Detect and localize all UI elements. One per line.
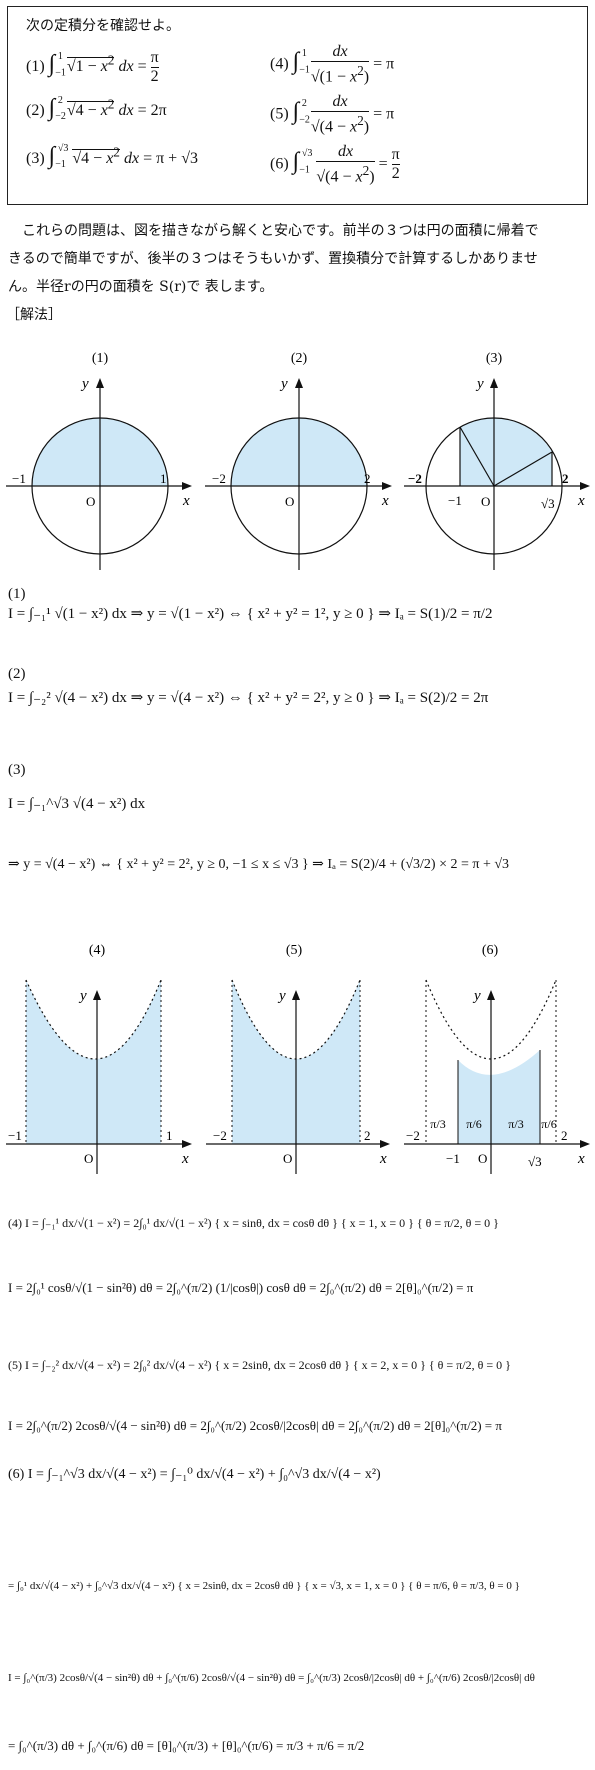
problem-6-number: (6) [270,155,289,173]
solution-1-line: I = ∫₋₁¹ √(1 − x²) dx ⇒ y = √(1 − x²) ⇔ … [8,606,493,622]
solution-2-line: I = ∫₋₂² √(4 − x²) dx ⇒ y = √(4 − x²) ⇔ … [8,690,489,706]
top-figures: (1) y x O −1 1 (2) y x O −2 2 (3) [6,351,590,570]
figure-6-angle-4: π/6 [541,1117,556,1131]
problem-4: (4) ∫−11 dx √(1 − x2) = π [270,43,395,86]
figure-2-label: (2) [291,351,308,366]
problem-5-number: (5) [270,105,289,123]
figure-4-y-label: y [78,988,87,1004]
problem-3-number: (3) [26,150,45,167]
solution-1-label: (1) [8,586,26,602]
solution-3-label: (3) [8,762,26,778]
figure-5-tick-left: −2 [213,1128,227,1143]
figure-5-tick-right: 2 [364,1128,371,1143]
figure-1: (1) y x O −1 1 [6,351,192,570]
figure-3-x-label: x [577,493,585,509]
figure-1-y-label: y [80,376,89,392]
paragraph-line-3: ん。半径rの円の面積を S(r)で 表します。 [8,279,274,295]
figure-6-angle-3: π/3 [508,1117,523,1131]
figure-6-angle-2: π/6 [466,1117,481,1131]
figure-2-origin: O [285,494,294,509]
figure-5: (5) y x O −2 2 [206,943,390,1174]
figure-6-x-label: x [577,1151,585,1167]
solution-4-line-2: I = 2∫₀¹ cosθ/√(1 − sin²θ) dθ = 2∫₀^(π/2… [8,1280,474,1295]
intro-text: 次の定積分を確認せよ。 [26,18,180,34]
solution-5-line-1: (5) I = ∫₋₂² dx/√(4 − x²) = 2∫₀² dx/√(4 … [8,1358,511,1372]
figure-5-origin: O [283,1151,292,1166]
figure-3-y-label: y [475,376,484,392]
figure-4-x-label: x [181,1151,189,1167]
figure-6-label: (6) [482,943,499,958]
figure-5-x-label: x [379,1151,387,1167]
figure-5-y-label: y [277,988,286,1004]
figure-6-tick-2: 2 [561,1128,568,1143]
figure-3-tick-sqrt3: √3 [541,496,555,511]
figure-1-origin: O [86,494,95,509]
figure-1-x-label: x [182,493,190,509]
problem-3: (3) ∫−1√3 √4 − x2 dx = π + √3 [26,142,198,171]
solution-6-line-1: (6) I = ∫₋₁^√3 dx/√(4 − x²) = ∫₋₁⁰ dx/√(… [8,1467,381,1482]
figure-6-y-label: y [472,988,481,1004]
solution-6-line-2: = ∫₀¹ dx/√(4 − x²) + ∫₀^√3 dx/√(4 − x²) … [8,1580,520,1592]
solution-2-label: (2) [8,666,26,682]
problem-2-number: (2) [26,102,45,119]
figure-2-tick-right: 2 [364,471,371,486]
problem-5: (5) ∫−22 dx √(4 − x2) = π [270,93,395,136]
paragraph-line-1: これらの問題は、図を描きながら解くと安心です。前半の３つは円の面積に帰着で [22,223,539,239]
figure-2-tick-left: −2 [212,471,226,486]
solution-6-line-3: I = ∫₀^(π/3) 2cosθ/√(4 − sin²θ) dθ + ∫₀^… [8,1672,535,1684]
method-heading: ［解法］ [6,307,62,323]
figure-3-origin: O [481,494,490,509]
figure-1-tick-right: 1 [160,471,167,486]
solution-4-line-1: (4) I = ∫₋₁¹ dx/√(1 − x²) = 2∫₀¹ dx/√(1 … [8,1216,499,1230]
solution-3-line-2: ⇒ y = √(4 − x²) ⇔ { x² + y² = 2², y ≥ 0,… [8,857,510,872]
figure-3-tick-2: 2 [562,471,569,486]
figure-2-x-label: x [381,493,389,509]
solution-3-line-1: I = ∫₋₁^√3 √(4 − x²) dx [8,796,146,812]
figure-4-tick-left: −1 [8,1128,22,1143]
figure-2: (2) y x O −2 2 [205,351,392,570]
figure-4-label: (4) [89,943,106,958]
figure-6-angle-1: π/3 [430,1117,445,1131]
figure-5-label: (5) [286,943,303,958]
figure-6-tick-minus2: −2 [406,1128,420,1143]
figure-6: (6) y x O −2 2 −1 √3 π/3 π/6 π/3 π/6 [404,943,590,1174]
bottom-figures: (4) y x O −1 1 (5) y x O −2 2 (6) [6,943,590,1174]
paragraph-line-2: きるので簡単ですが、後半の３つはそうもいかず、置換積分で計算するしかありませ [8,251,538,267]
figure-3-tick-minus1: −1 [448,493,462,508]
figure-4-tick-right: 1 [166,1128,173,1143]
figure-4: (4) y x O −1 1 [6,943,192,1174]
figure-6-tick-minus1: −1 [446,1151,460,1166]
figure-3-tick-minus2: −2 [408,471,422,486]
figure-3: (3) y x O −2 2 −1 √3 [404,351,590,570]
problem-4-number: (4) [270,55,289,73]
figure-2-y-label: y [279,376,288,392]
figure-4-origin: O [84,1151,93,1166]
solution-5-line-2: I = 2∫₀^(π/2) 2cosθ/√(4 − sin²θ) dθ = 2∫… [8,1418,502,1433]
solution-6-line-4: = ∫₀^(π/3) dθ + ∫₀^(π/6) dθ = [θ]₀^(π/3)… [8,1738,365,1753]
figure-6-tick-sqrt3: √3 [528,1154,542,1169]
problem-2: (2) ∫−22 √4 − x2 dx = 2π [26,94,167,123]
problem-1-number: (1) [26,58,45,76]
figure-6-origin: O [478,1151,487,1166]
figure-1-tick-left: −1 [12,471,26,486]
figure-3-label: (3) [486,351,503,366]
figure-1-label: (1) [92,351,109,366]
